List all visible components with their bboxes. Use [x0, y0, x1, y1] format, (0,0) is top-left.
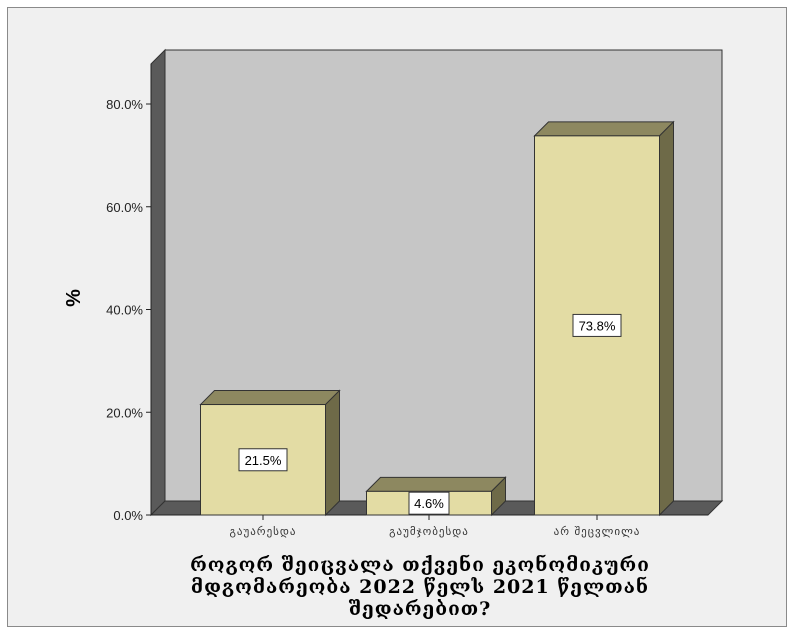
chart-frame: 0.0% 20.0% 40.0% 60.0% 80.0% 21.5% გაუარესდა 4…	[7, 7, 787, 627]
x-axis-title-line: შედარებით?	[349, 598, 492, 620]
data-label: 73.8%	[579, 318, 616, 333]
data-label-box	[572, 313, 622, 337]
y-tick-label: 80.0%	[106, 97, 143, 112]
data-label: 4.6%	[414, 496, 444, 511]
y-tick-label: 40.0%	[106, 303, 143, 318]
bar-top-face	[533, 121, 675, 137]
y-axis-title: %	[63, 289, 85, 307]
data-label-box	[238, 448, 288, 472]
data-label-box	[408, 491, 450, 515]
data-label: 21.5%	[245, 453, 282, 468]
labels-group: 21.5% გაუარესდა 4.6% გაუმჯობესდა 73.8% არ შეც…	[230, 313, 641, 538]
bar-top-face	[365, 476, 507, 492]
bar-side-face	[659, 120, 674, 517]
bar-chart: 0.0% 20.0% 40.0% 60.0% 80.0% 21.5% გაუარესდა 4…	[63, 48, 724, 620]
y-tick-label: 20.0%	[106, 405, 143, 420]
category-label: გაუარესდა	[230, 525, 297, 538]
category-label: გაუმჯობესდა	[389, 525, 469, 538]
plot-left-wall	[150, 48, 166, 517]
bar-top-face	[199, 390, 341, 406]
category-label: არ შეცვლილა	[554, 525, 641, 538]
x-axis-title-line: მდგომარეობა 2022 წელს 2021 წელთან	[191, 575, 649, 598]
bar-side-face	[325, 389, 340, 517]
y-tick-label: 0.0%	[113, 508, 143, 523]
x-axis-title-line: როგორ შეიცვალა თქვენი ეკონომიკური	[190, 553, 650, 576]
x-axis-title: როგორ შეიცვალა თქვენი ეკონომიკურიმდგომარ…	[190, 553, 650, 620]
y-tick-label: 60.0%	[106, 200, 143, 215]
